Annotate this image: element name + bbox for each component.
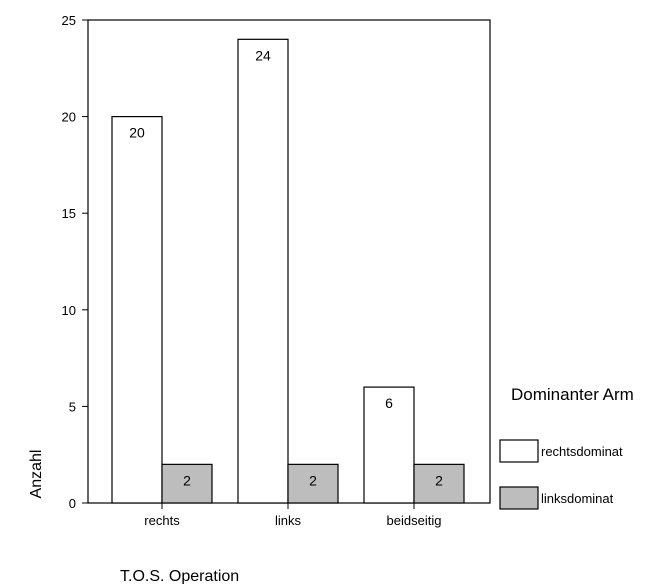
data-label: 20 (129, 125, 145, 141)
bars: 20 2 24 2 6 2 (112, 39, 464, 503)
x-axis-title: T.O.S. Operation (120, 568, 239, 584)
legend-label: rechtsdominat (541, 444, 623, 459)
data-label: 2 (309, 472, 317, 488)
x-tick-label: beidseitig (387, 513, 442, 528)
bar-rechtsdominat-links (238, 39, 288, 503)
y-tick-label: 20 (62, 110, 76, 125)
legend: Dominanter Arm rechtsdominat linksdominat (500, 385, 634, 509)
legend-label: linksdominat (541, 491, 614, 506)
y-tick-label: 0 (69, 496, 76, 511)
data-label: 24 (255, 47, 271, 63)
y-tick-label: 5 (69, 399, 76, 414)
y-axis-title: Anzahl (28, 450, 45, 499)
x-axis: rechts links beidseitig (144, 503, 441, 528)
data-label: 2 (435, 472, 443, 488)
y-tick-label: 25 (62, 13, 76, 28)
x-tick-label: links (275, 513, 302, 528)
y-tick-label: 10 (62, 303, 76, 318)
legend-swatch-linksdominat (500, 487, 538, 509)
y-axis: 0 5 10 15 20 25 (62, 13, 88, 511)
legend-title: Dominanter Arm (511, 385, 634, 404)
x-tick-label: rechts (144, 513, 180, 528)
bar-rechtsdominat-rechts (112, 117, 162, 503)
data-label: 6 (385, 395, 393, 411)
legend-swatch-rechtsdominat (500, 440, 538, 462)
data-label: 2 (183, 472, 191, 488)
y-tick-label: 15 (62, 206, 76, 221)
